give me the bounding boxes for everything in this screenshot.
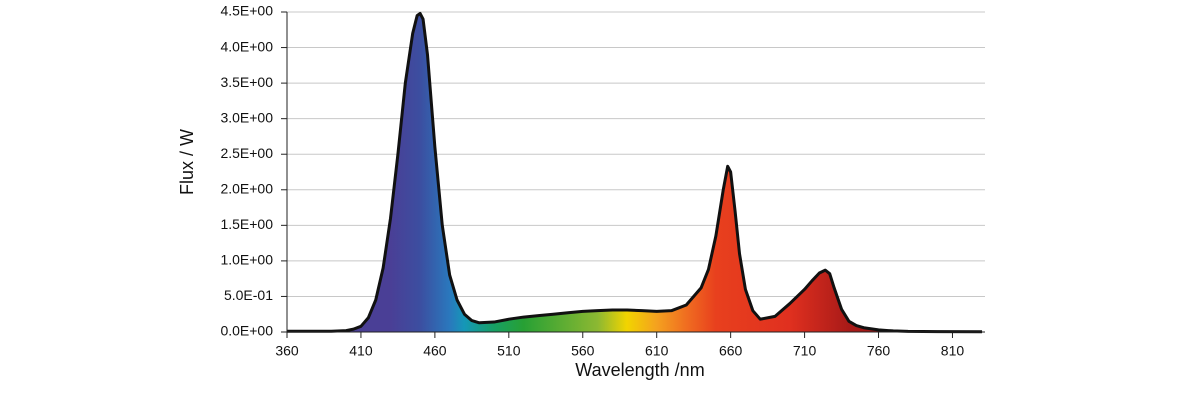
x-tick-label: 710	[793, 343, 817, 359]
spectrum-area	[287, 13, 983, 332]
spectrum-line	[287, 11, 983, 334]
x-tick-label: 360	[275, 343, 299, 359]
x-tick-label: 610	[645, 343, 669, 359]
x-tick-label: 410	[349, 343, 373, 359]
y-tick-label: 2.5E+00	[220, 145, 273, 161]
y-tick-label: 1.5E+00	[220, 216, 273, 232]
x-tick-label: 660	[719, 343, 743, 359]
y-tick-label: 4.5E+00	[220, 3, 273, 19]
y-tick-label: 3.5E+00	[220, 74, 273, 90]
x-tick-label: 560	[571, 343, 595, 359]
y-tick-label: 5.0E-01	[224, 287, 273, 303]
x-tick-label: 460	[423, 343, 447, 359]
y-tick-label: 4.0E+00	[220, 38, 273, 54]
y-tick-label: 1.0E+00	[220, 252, 273, 268]
x-axis-title: Wavelength /nm	[575, 360, 704, 380]
x-tick-label: 810	[941, 343, 965, 359]
y-tick-label: 3.0E+00	[220, 109, 273, 125]
y-axis-title: Flux / W	[177, 129, 197, 195]
x-tick-label: 760	[867, 343, 891, 359]
y-tick-label: 2.0E+00	[220, 180, 273, 196]
x-tick-label: 510	[497, 343, 521, 359]
y-tick-label: 0.0E+00	[220, 323, 273, 339]
